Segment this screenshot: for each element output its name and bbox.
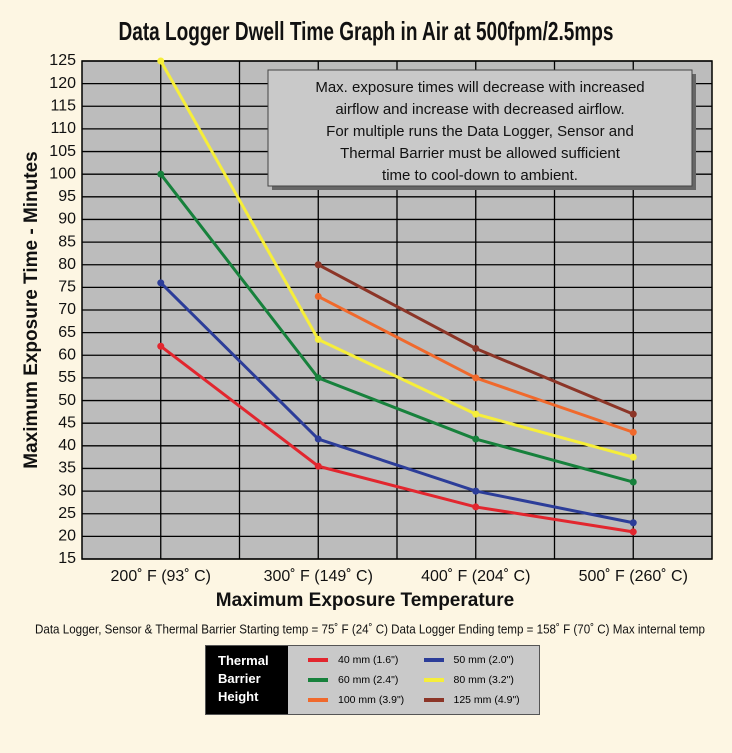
legend-swatch bbox=[308, 678, 328, 682]
chart: Data Logger Dwell Time Graph in Air at 5… bbox=[21, 16, 713, 636]
annotation-line: time to cool-down to ambient. bbox=[382, 167, 578, 184]
legend-label: 60 mm (2.4") bbox=[338, 674, 399, 686]
legend: Thermal Barrier Height 40 mm (1.6") 60 mm… bbox=[205, 645, 540, 715]
x-tick-label: 300˚ F (149˚ C) bbox=[264, 568, 373, 585]
y-tick-label: 85 bbox=[58, 233, 76, 250]
legend-entry: 40 mm (1.6") bbox=[308, 650, 424, 670]
data-point bbox=[314, 335, 322, 343]
data-point bbox=[472, 374, 480, 382]
series-line bbox=[159, 173, 634, 484]
legend-title: Thermal Barrier Height bbox=[206, 646, 288, 714]
y-tick-label: 115 bbox=[50, 97, 76, 114]
data-point bbox=[157, 342, 165, 350]
y-tick-label: 110 bbox=[50, 120, 76, 137]
x-tick-label: 500˚ F (260˚ C) bbox=[579, 568, 688, 585]
legend-entry: 60 mm (2.4") bbox=[308, 670, 424, 690]
data-point bbox=[314, 374, 322, 382]
y-axis-label: Maximum Exposure Time - Minutes bbox=[21, 151, 42, 468]
y-tick-label: 70 bbox=[58, 301, 76, 318]
data-point bbox=[157, 279, 165, 287]
data-point bbox=[314, 462, 322, 470]
chart-title: Data Logger Dwell Time Graph in Air at 5… bbox=[119, 16, 614, 46]
data-point bbox=[472, 503, 480, 511]
y-tick-label: 35 bbox=[58, 460, 76, 477]
annotation-line: Max. exposure times will decrease with i… bbox=[315, 79, 644, 96]
y-tick-label: 95 bbox=[58, 188, 76, 205]
legend-label: 125 mm (4.9") bbox=[453, 694, 520, 706]
data-point bbox=[629, 410, 637, 418]
data-point bbox=[629, 428, 637, 436]
annotation-line: For multiple runs the Data Logger, Senso… bbox=[326, 123, 634, 140]
y-tick-label: 25 bbox=[58, 505, 76, 522]
annotation-line: airflow and increase with decreased airf… bbox=[335, 101, 624, 118]
y-tick-label: 40 bbox=[58, 437, 76, 454]
y-tick-label: 100 bbox=[49, 165, 76, 182]
y-tick-label: 75 bbox=[58, 279, 76, 296]
annotation-box bbox=[267, 69, 693, 187]
x-axis-label: Maximum Exposure Temperature bbox=[216, 590, 514, 611]
data-point bbox=[472, 344, 480, 352]
y-tick-label: 55 bbox=[58, 369, 76, 386]
data-point bbox=[314, 435, 322, 443]
legend-label: 40 mm (1.6") bbox=[338, 654, 399, 666]
legend-label: 100 mm (3.9") bbox=[338, 694, 405, 706]
legend-swatch bbox=[308, 698, 328, 702]
annotation-line: Thermal Barrier must be allowed sufficie… bbox=[340, 145, 621, 162]
legend-entry: 125 mm (4.9") bbox=[423, 690, 540, 710]
x-tick-label: 200˚ F (93˚ C) bbox=[111, 568, 211, 585]
y-tick-label: 125 bbox=[49, 52, 76, 69]
y-tick-label: 65 bbox=[58, 324, 76, 341]
y-tick-label: 60 bbox=[58, 346, 76, 363]
series-line bbox=[159, 345, 634, 534]
legend-items: 40 mm (1.6") 60 mm (2.4") 100 mm (3.9") 50 … bbox=[288, 646, 539, 714]
data-point bbox=[157, 170, 165, 178]
legend-label: 80 mm (3.2") bbox=[453, 674, 514, 686]
data-point bbox=[472, 487, 480, 495]
legend-entry: 80 mm (3.2") bbox=[423, 670, 540, 690]
y-tick-label: 90 bbox=[58, 211, 76, 228]
legend-swatch bbox=[423, 658, 444, 662]
series-line bbox=[159, 281, 634, 525]
legend-entry: 100 mm (3.9") bbox=[308, 690, 424, 710]
y-tick-label: 50 bbox=[58, 392, 76, 409]
legend-entry: 50 mm (2.0") bbox=[423, 650, 540, 670]
data-point bbox=[629, 519, 637, 527]
y-tick-label: 80 bbox=[58, 256, 76, 273]
series-line bbox=[159, 60, 634, 459]
data-point bbox=[314, 292, 322, 300]
y-tick-label: 20 bbox=[58, 528, 76, 545]
footnote: Data Logger, Sensor & Thermal Barrier St… bbox=[35, 621, 705, 636]
legend-swatch bbox=[423, 678, 444, 682]
data-point bbox=[157, 57, 165, 65]
data-point bbox=[472, 410, 480, 418]
x-tick-label: 400˚ F (204˚ C) bbox=[421, 568, 530, 585]
y-tick-label: 30 bbox=[58, 482, 76, 499]
legend-swatch bbox=[308, 658, 328, 662]
y-tick-label: 45 bbox=[58, 414, 76, 431]
y-tick-label: 120 bbox=[49, 75, 76, 92]
y-tick-label: 15 bbox=[58, 550, 76, 567]
data-point bbox=[629, 528, 637, 536]
data-point bbox=[629, 453, 637, 461]
data-point bbox=[629, 478, 637, 486]
y-tick-label: 105 bbox=[49, 143, 76, 160]
data-point bbox=[314, 261, 322, 269]
legend-swatch bbox=[423, 698, 444, 702]
data-point bbox=[472, 435, 480, 443]
legend-label: 50 mm (2.0") bbox=[453, 654, 514, 666]
